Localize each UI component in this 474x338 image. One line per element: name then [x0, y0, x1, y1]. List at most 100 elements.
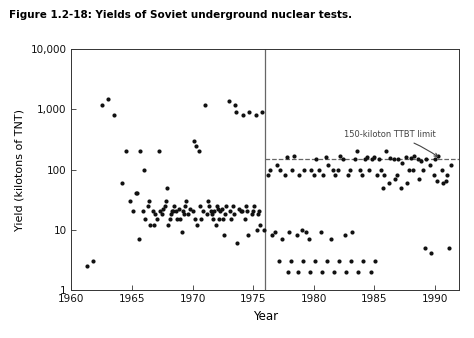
Point: [129, 209, 137, 214]
Point: [246, 110, 253, 115]
Point: [433, 178, 441, 184]
Point: [145, 198, 153, 203]
Point: [254, 212, 262, 217]
Point: [266, 167, 274, 172]
Point: [223, 203, 230, 208]
Point: [191, 216, 199, 222]
Point: [126, 198, 133, 203]
Point: [220, 233, 228, 238]
Point: [231, 102, 239, 107]
Point: [196, 203, 204, 208]
Point: [305, 236, 313, 242]
Point: [179, 209, 187, 214]
Point: [329, 167, 337, 172]
Point: [402, 154, 410, 160]
Point: [346, 167, 354, 172]
Point: [118, 180, 126, 186]
Point: [306, 269, 314, 274]
Point: [258, 110, 265, 115]
Point: [164, 222, 172, 227]
Point: [232, 110, 240, 115]
Point: [332, 173, 339, 178]
Point: [302, 230, 310, 235]
Point: [288, 167, 296, 172]
Point: [355, 269, 362, 274]
Point: [251, 203, 258, 208]
Point: [319, 269, 326, 274]
Point: [276, 167, 283, 172]
Point: [139, 209, 146, 214]
Point: [435, 153, 442, 159]
Point: [173, 216, 181, 222]
Point: [243, 209, 251, 214]
Point: [234, 240, 241, 246]
Point: [271, 230, 279, 235]
Point: [390, 156, 397, 162]
Point: [201, 102, 209, 107]
Point: [142, 216, 149, 222]
Point: [156, 209, 164, 214]
Point: [348, 230, 356, 235]
Point: [213, 203, 220, 208]
Point: [133, 191, 141, 196]
Point: [172, 209, 179, 214]
Y-axis label: Yield (kilotons of TNT): Yield (kilotons of TNT): [15, 108, 25, 231]
Point: [98, 102, 106, 107]
Point: [397, 185, 405, 190]
Point: [241, 216, 248, 222]
Point: [248, 212, 255, 217]
Point: [442, 178, 449, 184]
Point: [385, 180, 392, 186]
Point: [406, 167, 413, 172]
Point: [182, 198, 190, 203]
Point: [422, 156, 430, 162]
Point: [192, 143, 200, 148]
Point: [149, 209, 156, 214]
Point: [373, 173, 381, 178]
Point: [212, 222, 219, 227]
Point: [166, 216, 173, 222]
Point: [330, 269, 338, 274]
Point: [249, 209, 257, 214]
Point: [253, 227, 261, 232]
Point: [184, 212, 191, 217]
Point: [438, 167, 446, 172]
Point: [443, 173, 451, 178]
Point: [391, 176, 399, 182]
Point: [256, 222, 264, 227]
Point: [136, 236, 143, 242]
Point: [140, 167, 148, 172]
Point: [311, 258, 319, 264]
Point: [160, 206, 167, 212]
Point: [122, 149, 130, 154]
Point: [312, 156, 320, 162]
Point: [225, 98, 233, 103]
Point: [154, 216, 161, 222]
Point: [158, 212, 166, 217]
Point: [195, 149, 202, 154]
Point: [421, 245, 429, 250]
Point: [161, 203, 168, 208]
Point: [150, 222, 157, 227]
Point: [398, 160, 406, 165]
Point: [293, 233, 301, 238]
Point: [410, 154, 418, 159]
Point: [186, 206, 194, 212]
Point: [245, 233, 252, 238]
Point: [137, 149, 144, 154]
Point: [189, 209, 196, 214]
Point: [287, 258, 294, 264]
Point: [341, 233, 349, 238]
Point: [132, 191, 139, 196]
Point: [439, 180, 447, 186]
Point: [383, 149, 390, 154]
Point: [322, 154, 329, 160]
Text: 150-kiloton TTBT limit: 150-kiloton TTBT limit: [344, 130, 438, 156]
Point: [273, 162, 281, 167]
Point: [144, 203, 152, 208]
Point: [110, 113, 118, 118]
Point: [327, 236, 334, 242]
Point: [358, 173, 366, 178]
Point: [229, 203, 237, 208]
Point: [218, 206, 226, 212]
